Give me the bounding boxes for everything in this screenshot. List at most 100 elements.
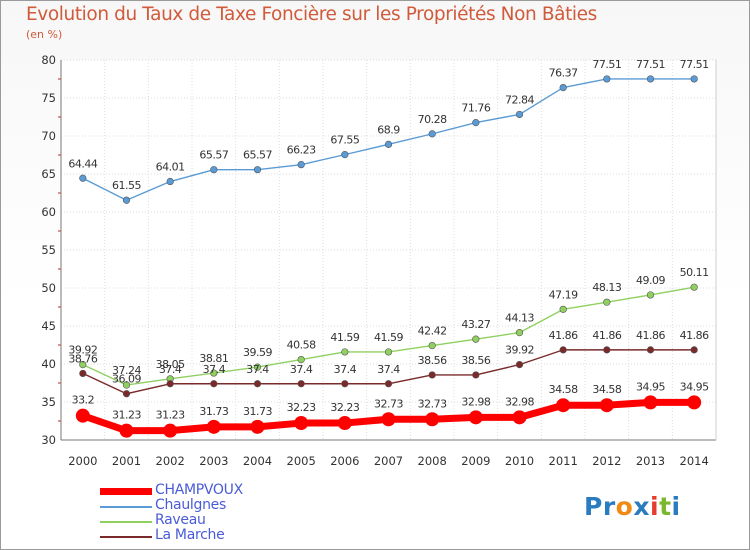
- data-label: 42.42: [418, 325, 447, 338]
- data-point: [210, 166, 218, 174]
- data-label: 33.2: [72, 394, 95, 407]
- x-tick-label: 2009: [461, 454, 490, 468]
- data-point: [472, 371, 480, 379]
- data-point: [428, 371, 436, 379]
- data-label: 31.73: [199, 405, 228, 418]
- data-point: [515, 361, 524, 369]
- data-label: 38.76: [68, 352, 97, 365]
- y-tick-label: 45: [41, 319, 56, 333]
- data-label: 50.11: [680, 266, 709, 279]
- data-point: [122, 196, 131, 204]
- data-point: [468, 410, 483, 425]
- x-tick-label: 2013: [636, 454, 665, 468]
- x-tick-label: 2003: [199, 454, 228, 468]
- data-point: [646, 346, 655, 354]
- x-tick-label: 2011: [549, 454, 578, 468]
- data-point: [559, 346, 567, 354]
- data-label: 31.23: [156, 409, 185, 422]
- data-label: 37.4: [159, 363, 182, 376]
- x-tick-label: 2008: [418, 454, 447, 468]
- legend-swatch-chaulgnes: [100, 506, 152, 508]
- y-tick-label: 30: [41, 433, 56, 447]
- data-point: [428, 342, 436, 350]
- data-point: [119, 423, 134, 438]
- data-point: [384, 348, 393, 356]
- data-point: [559, 305, 567, 313]
- data-label: 38.56: [461, 354, 490, 367]
- data-label: 37.4: [203, 363, 226, 376]
- data-label: 61.55: [112, 179, 141, 192]
- data-point: [341, 380, 349, 388]
- chart-title: Evolution du Taux de Taxe Foncière sur l…: [26, 4, 597, 25]
- data-label: 38.56: [418, 354, 447, 367]
- logo-letter: t: [659, 492, 672, 521]
- chart-unit-label: (en %): [26, 28, 63, 41]
- data-label: 47.19: [549, 288, 578, 301]
- data-point: [384, 380, 393, 388]
- logo-letter: x: [633, 492, 650, 521]
- data-label: 67.55: [330, 134, 359, 147]
- data-label: 44.13: [505, 312, 534, 325]
- data-label: 34.58: [592, 383, 621, 396]
- data-label: 77.51: [636, 58, 665, 71]
- data-label: 77.51: [680, 58, 709, 71]
- legend-label-chaulgnes: Chaulgnes: [155, 497, 226, 513]
- data-point: [297, 161, 305, 169]
- logo-letter: i: [671, 492, 681, 521]
- logo-letter: r: [602, 492, 616, 521]
- data-point: [472, 119, 480, 127]
- data-point: [210, 369, 218, 377]
- data-point: [690, 283, 698, 291]
- logo-letter: o: [615, 492, 634, 521]
- legend-swatch-la-marche: [100, 536, 152, 538]
- data-label: 38.81: [199, 352, 228, 365]
- data-label: 41.59: [330, 331, 359, 344]
- y-tick-label: 55: [41, 243, 56, 257]
- x-tick-label: 2006: [330, 454, 359, 468]
- data-point: [646, 291, 655, 299]
- data-label: 77.51: [592, 58, 621, 71]
- data-point: [253, 380, 262, 388]
- data-point: [515, 329, 524, 337]
- data-point: [690, 346, 698, 354]
- x-tick-label: 2002: [156, 454, 185, 468]
- data-label: 32.98: [461, 395, 490, 408]
- data-label: 41.86: [636, 329, 665, 342]
- data-point: [163, 423, 178, 438]
- data-label: 39.92: [68, 344, 97, 357]
- data-point: [166, 177, 174, 186]
- data-label: 71.76: [461, 102, 490, 115]
- x-tick-label: 2010: [505, 454, 534, 468]
- data-label: 32.73: [418, 397, 447, 410]
- x-tick-label: 2001: [112, 454, 141, 468]
- y-tick-label: 80: [41, 53, 56, 67]
- data-point: [297, 355, 305, 364]
- data-point: [384, 140, 393, 148]
- data-point: [294, 416, 309, 431]
- data-point: [603, 346, 611, 354]
- data-point: [297, 380, 305, 388]
- data-point: [210, 380, 218, 388]
- data-label: 39.92: [505, 344, 534, 357]
- data-point: [603, 75, 611, 83]
- data-point: [646, 75, 655, 83]
- data-label: 34.95: [680, 380, 709, 393]
- data-label: 37.24: [112, 364, 141, 377]
- data-point: [79, 361, 87, 369]
- y-tick-label: 65: [41, 167, 56, 181]
- data-point: [253, 166, 262, 174]
- data-label: 34.58: [549, 383, 578, 396]
- x-tick-label: 2014: [680, 454, 709, 468]
- data-label: 31.23: [112, 409, 141, 422]
- data-label: 37.4: [290, 363, 313, 376]
- data-point: [428, 130, 436, 138]
- data-point: [79, 369, 87, 378]
- data-point: [381, 412, 396, 427]
- data-point: [166, 380, 174, 388]
- data-point: [690, 75, 698, 83]
- legend-label-raveau: Raveau: [155, 512, 206, 528]
- data-label: 49.09: [636, 274, 665, 287]
- data-label: 38.05: [156, 358, 185, 371]
- legend-label-champvoux: CHAMPVOUX: [155, 482, 243, 498]
